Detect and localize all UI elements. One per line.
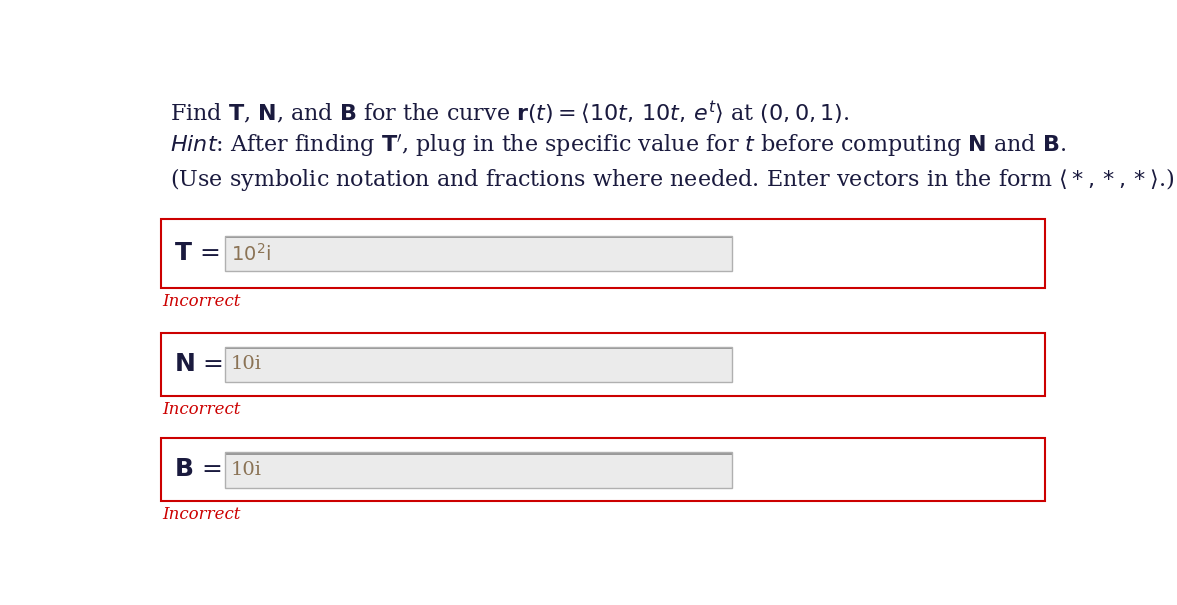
Bar	[225, 452, 732, 454]
Bar	[225, 236, 732, 238]
Text: Incorrect: Incorrect	[162, 401, 241, 417]
Text: Incorrect: Incorrect	[162, 293, 241, 310]
Text: 10i: 10i	[231, 355, 261, 373]
Text: $10^2\mathrm{i}$: $10^2\mathrm{i}$	[231, 243, 271, 264]
Text: (Use symbolic notation and fractions where needed. Enter vectors in the form $\l: (Use symbolic notation and fractions whe…	[171, 166, 1175, 193]
Text: $\mathit{Hint}$: After finding $\mathbf{T}'$, plug in the specific value for $t$: $\mathit{Hint}$: After finding $\mathbf{…	[171, 132, 1066, 159]
Text: 10i: 10i	[231, 461, 261, 479]
Bar	[161, 333, 1044, 396]
Text: $\mathbf{T}$ =: $\mathbf{T}$ =	[174, 242, 219, 265]
Bar	[225, 452, 732, 488]
Text: Incorrect: Incorrect	[162, 506, 241, 523]
Bar	[225, 236, 732, 271]
Bar	[225, 347, 732, 382]
Bar	[225, 349, 732, 382]
Bar	[225, 238, 732, 271]
Bar	[225, 347, 732, 349]
Bar	[161, 219, 1044, 288]
Bar	[161, 439, 1044, 502]
Text: $\mathbf{B}$ =: $\mathbf{B}$ =	[174, 459, 221, 482]
Bar	[225, 454, 732, 488]
Text: Find $\mathbf{T}$, $\mathbf{N}$, and $\mathbf{B}$ for the curve $\mathbf{r}(t) =: Find $\mathbf{T}$, $\mathbf{N}$, and $\m…	[171, 100, 850, 128]
Text: $\mathbf{N}$ =: $\mathbf{N}$ =	[174, 353, 224, 376]
